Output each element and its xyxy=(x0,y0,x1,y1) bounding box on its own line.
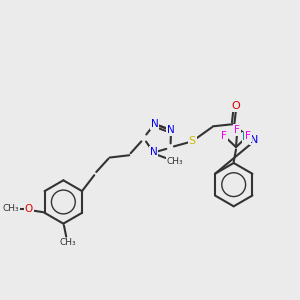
Text: F: F xyxy=(245,131,251,141)
Text: F: F xyxy=(234,125,240,135)
Text: N: N xyxy=(250,135,258,145)
Text: CH₃: CH₃ xyxy=(60,238,76,247)
Text: CH₃: CH₃ xyxy=(166,157,183,166)
Text: O: O xyxy=(232,101,240,111)
Text: H: H xyxy=(242,132,250,142)
Text: N: N xyxy=(167,125,175,135)
Text: N: N xyxy=(150,147,158,157)
Text: N: N xyxy=(151,119,158,129)
Text: F: F xyxy=(221,131,227,141)
Text: S: S xyxy=(189,136,196,146)
Text: CH₃: CH₃ xyxy=(2,204,19,213)
Text: O: O xyxy=(25,204,33,214)
